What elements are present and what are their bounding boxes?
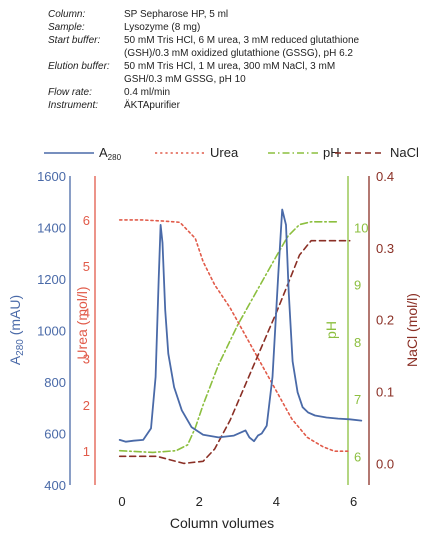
info-key: Start buffer: [48,35,101,46]
a280-axis-title: A280 (mAU) [7,295,26,365]
ph-tick-label: 8 [354,335,361,350]
ph-tick-label: 7 [354,392,361,407]
nacl-tick-label: 0.2 [376,313,394,328]
series-line-nacl [118,239,351,465]
a280-tick-label: 600 [44,427,66,442]
info-row: Column: SP Sepharose HP, 5 ml [48,8,428,21]
urea-axis-title: Urea (mol/l) [74,286,90,359]
info-value: 50 mM Tris HCl, 6 M urea, 3 mM reduced g… [124,35,360,46]
series-line-a280 [118,208,363,443]
ph-tick-label: 10 [354,221,368,236]
urea-tick-label: 1 [83,444,90,459]
info-value: (GSH)/0.3 mM oxidized glutathione (GSSG)… [124,48,353,59]
urea-tick-label: 2 [83,398,90,413]
urea-tick-label: 3 [83,352,90,367]
info-key: Instrument: [48,100,99,111]
method-info: Column: SP Sepharose HP, 5 ml Sample: Lysoz… [48,8,428,112]
x-tick-label: 2 [196,494,203,509]
info-key: Elution buffer: [48,61,110,72]
a280-axis-title-unit: (mAU) [7,295,23,339]
nacl-tick-label: 0.4 [376,169,394,184]
a280-axis-title-subscript: 280 [15,339,26,356]
info-value: Lysozyme (8 mg) [124,22,201,33]
info-value: SP Sepharose HP, 5 ml [124,9,229,20]
info-key: Column: [48,9,86,20]
legend-item-2: pH [268,145,340,160]
legend-item-0: A280 [44,145,122,162]
info-row: Flow rate: 0.4 ml/min [48,86,428,99]
ph-axis-title: pH [323,321,339,339]
x-axis-title: Column volumes [170,515,274,531]
info-key: Flow rate: [48,87,92,98]
a280-tick-label: 1400 [37,221,66,236]
info-value: ÄKTApurifier [124,100,180,111]
legend-label: A280 [99,145,122,162]
info-row: (GSH)/0.3 mM oxidized glutathione (GSSG)… [48,47,428,60]
nacl-tick-label: 0.3 [376,241,394,256]
info-row: GSH/0.3 mM GSSG, pH 10 [48,73,428,86]
ph-tick-label: 9 [354,278,361,293]
legend-label-subscript: 280 [108,153,122,162]
info-value: 50 mM Tris HCl, 1 M urea, 300 mM NaCl, 3… [124,61,336,72]
info-value: 0.4 ml/min [124,87,171,98]
a280-tick-label: 1600 [37,169,66,184]
info-row: Start buffer: 50 mM Tris HCl, 6 M urea, 3… [48,34,428,47]
info-row: Sample: Lysozyme (8 mg) [48,21,428,34]
urea-tick-label: 5 [83,259,90,274]
nacl-tick-label: 0.0 [376,456,394,471]
nacl-tick-label: 0.1 [376,385,394,400]
a280-tick-label: 1200 [37,272,66,287]
nacl-axis-title: NaCl (mol/l) [404,293,420,367]
info-key: Sample: [48,22,85,33]
a280-tick-label: 800 [44,375,66,390]
a280-tick-label: 1000 [37,324,66,339]
legend-item-1: Urea [155,145,239,160]
legend-label: Urea [210,145,239,160]
x-tick-label: 6 [350,494,357,509]
info-row: Elution buffer: 50 mM Tris HCl, 1 M urea,… [48,60,428,73]
x-tick-label: 4 [273,494,280,509]
urea-tick-label: 6 [83,213,90,228]
x-tick-label: 0 [118,494,125,509]
legend-label: NaCl [390,145,419,160]
urea-tick-label: 4 [83,305,90,320]
series-line-urea [118,219,351,453]
ph-tick-label: 6 [354,449,361,464]
series-line-ph [118,221,339,454]
info-value: GSH/0.3 mM GSSG, pH 10 [124,74,246,85]
a280-tick-label: 400 [44,478,66,493]
legend-label: pH [323,145,340,160]
info-row: Instrument: ÄKTApurifier [48,99,428,112]
legend-item-3: NaCl [335,145,419,160]
